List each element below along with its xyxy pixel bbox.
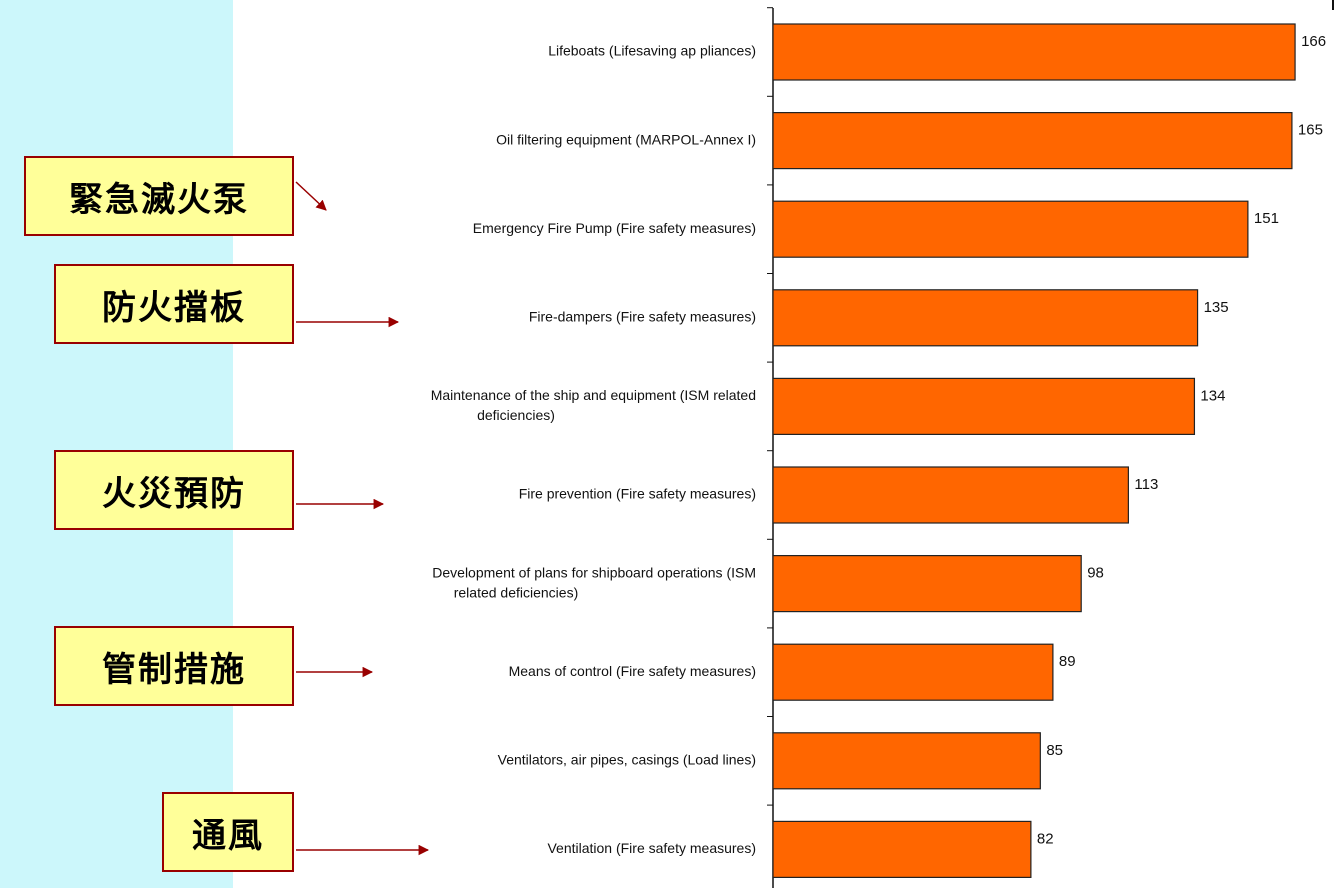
bar: [772, 554, 1082, 613]
category-label: Lifeboats (Lifesaving ap pliances): [548, 43, 756, 59]
category-label: Ventilation (Fire safety measures): [547, 840, 756, 856]
category-label: Means of control (Fire safety measures): [509, 663, 756, 679]
data-label: 89: [1059, 653, 1076, 670]
bar: [772, 466, 1129, 524]
category-label: Oil filtering equipment (MARPOL-Annex I): [496, 131, 756, 147]
annotation-box: 緊急滅火泵: [24, 156, 294, 236]
category-label: deficiencies): [477, 407, 555, 423]
bar: [772, 820, 1032, 879]
category-label: Fire prevention (Fire safety measures): [519, 486, 756, 502]
data-label: 166: [1301, 33, 1326, 50]
data-label: 113: [1134, 476, 1158, 493]
bar: [772, 200, 1249, 258]
bar: [772, 289, 1199, 347]
annotation-box: 管制措施: [54, 626, 294, 706]
data-label: 151: [1254, 210, 1279, 227]
arrow-right-icon: [295, 181, 327, 211]
category-label: Development of plans for shipboard opera…: [432, 564, 756, 580]
annotation-box: 防火擋板: [54, 264, 294, 344]
category-label: Emergency Fire Pump (Fire safety measure…: [473, 220, 756, 236]
annotation-box: 通風: [162, 792, 294, 872]
bar: [772, 377, 1196, 435]
category-label: Ventilators, air pipes, casings (Load li…: [498, 752, 756, 768]
data-label: 165: [1298, 122, 1323, 139]
category-label: Fire-dampers (Fire safety measures): [529, 309, 756, 325]
data-label: 85: [1046, 742, 1063, 759]
bar: [772, 643, 1054, 701]
data-label: 135: [1204, 299, 1229, 316]
data-label: 82: [1037, 830, 1054, 847]
data-label: 98: [1087, 565, 1104, 582]
category-label: related deficiencies): [454, 584, 579, 600]
data-label: 134: [1200, 387, 1225, 404]
category-label: Maintenance of the ship and equipment (I…: [431, 387, 756, 403]
annotation-box: 火災預防: [54, 450, 294, 530]
bar: [772, 732, 1041, 790]
side-band: [0, 0, 233, 888]
bar: [772, 111, 1293, 170]
bar: [772, 23, 1296, 81]
